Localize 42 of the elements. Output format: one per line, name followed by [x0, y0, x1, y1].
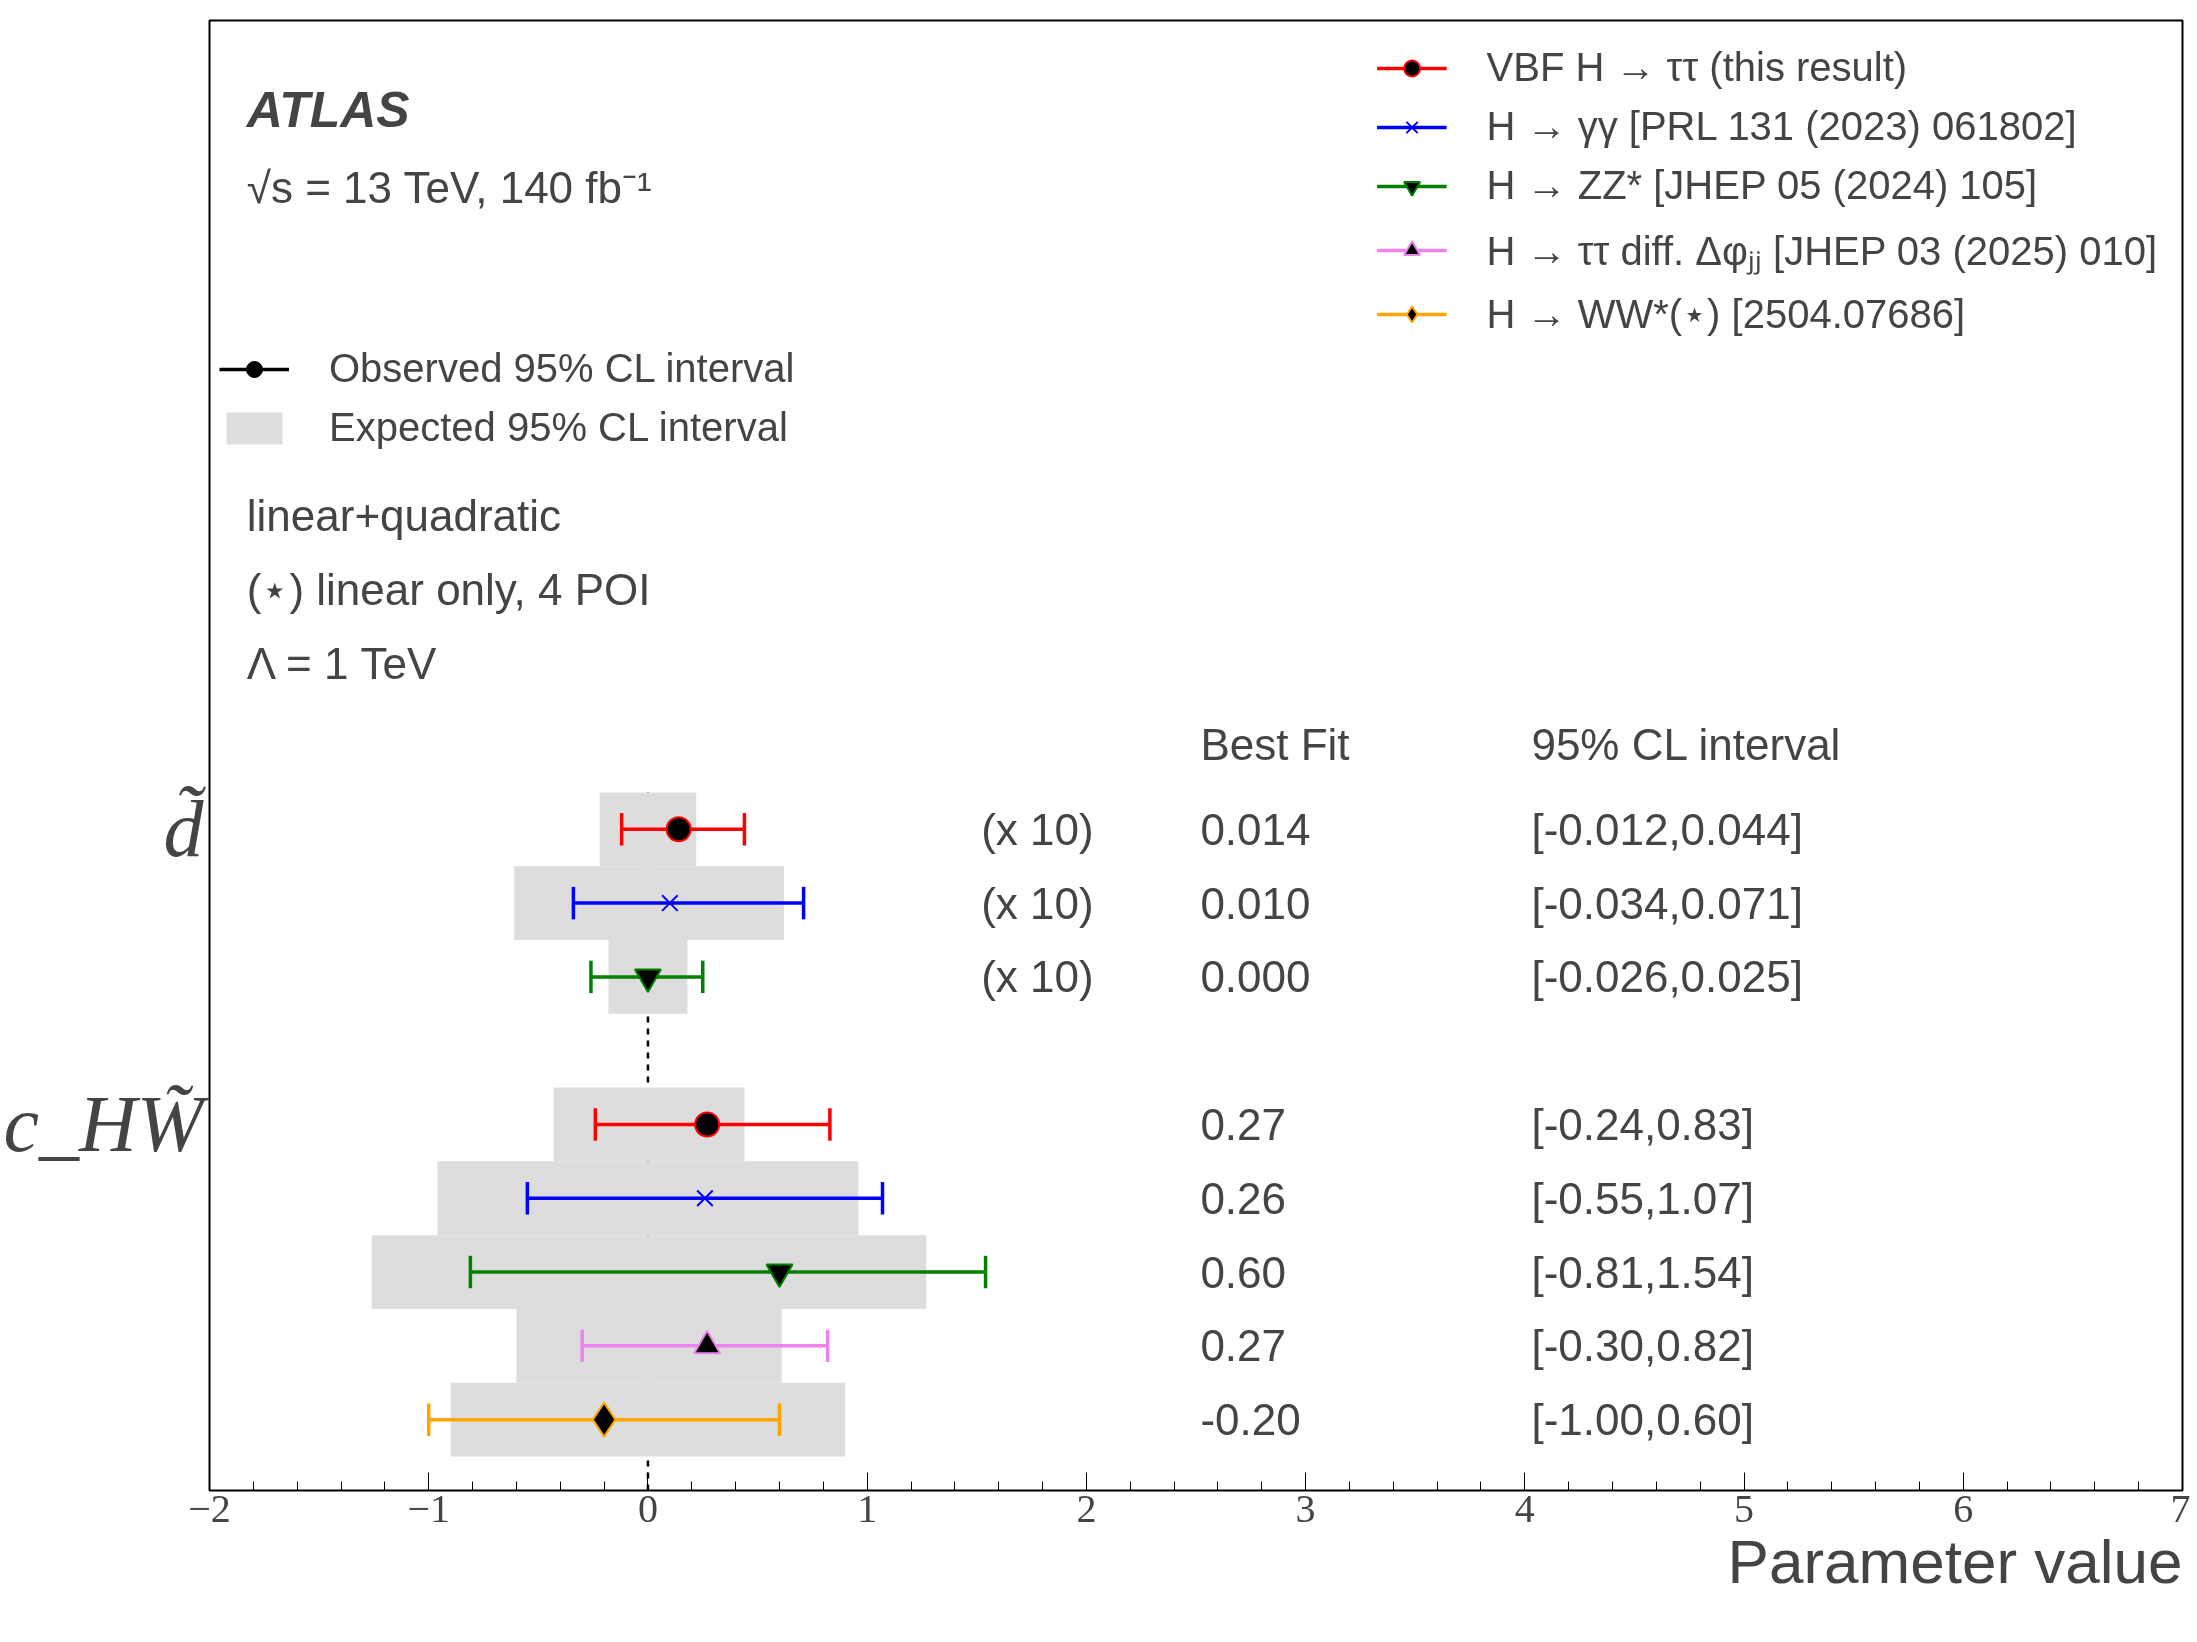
- annotation: 0.60: [1200, 1247, 1287, 1297]
- x-tick-label: −1: [407, 1485, 451, 1531]
- annotation: [-0.034,0.071]: [1531, 878, 1803, 928]
- annotation: 0.010: [1200, 878, 1311, 928]
- legend-label: VBF H → ττ (this result): [1486, 45, 1908, 90]
- annotation: [-0.012,0.044]: [1531, 804, 1803, 854]
- annotation: 0.000: [1200, 952, 1311, 1002]
- annotation: 0.014: [1200, 804, 1311, 854]
- x-tick-label: 2: [1076, 1485, 1097, 1531]
- x-tick-label: 1: [857, 1485, 878, 1531]
- annotation: (x 10): [981, 878, 1094, 928]
- y-tick-label: c_HW̃: [3, 1080, 210, 1169]
- annotation: [-1.00,0.60]: [1531, 1395, 1755, 1445]
- text: (⋆) linear only, 4 POI: [246, 564, 651, 614]
- annotation: 0.27: [1200, 1099, 1287, 1149]
- annotation: (x 10): [981, 952, 1094, 1002]
- annotation: 0.26: [1200, 1173, 1287, 1223]
- text: Λ = 1 TeV: [246, 638, 438, 688]
- legend-label: H → ZZ* [JHEP 05 (2024) 105]: [1486, 163, 2038, 208]
- annotation: [-0.24,0.83]: [1531, 1099, 1755, 1149]
- annotation: 0.27: [1200, 1321, 1287, 1371]
- y-tick-label: d̃: [163, 785, 207, 874]
- text: Observed 95% CL interval: [329, 346, 795, 391]
- text: linear+quadratic: [246, 491, 562, 541]
- annotation: [-0.55,1.07]: [1531, 1173, 1755, 1223]
- text: √s = 13 TeV, 140 fb⁻¹: [246, 162, 652, 212]
- annotation: -0.20: [1200, 1395, 1301, 1445]
- legend-label: H → γγ [PRL 131 (2023) 061802]: [1486, 104, 2077, 149]
- legend-label: H → ττ diff. Δφⱼⱼ [JHEP 03 (2025) 010]: [1486, 228, 2157, 277]
- x-tick-label: −2: [188, 1485, 231, 1531]
- annotation: [-0.026,0.025]: [1531, 952, 1803, 1002]
- legend-label: H → WW*(⋆) [2504.07686]: [1486, 291, 1966, 337]
- annotation: (x 10): [981, 804, 1094, 854]
- annotation: [-0.81,1.54]: [1531, 1247, 1755, 1297]
- text: 95% CL interval: [1531, 719, 1841, 769]
- x-tick-label: 3: [1295, 1485, 1316, 1531]
- x-tick-label: 4: [1514, 1485, 1535, 1531]
- x-tick-label: 0: [637, 1485, 658, 1531]
- annotation: [-0.30,0.82]: [1531, 1321, 1755, 1371]
- text: Best Fit: [1200, 719, 1350, 769]
- text: ATLAS: [244, 81, 410, 138]
- legend-label: Expected 95% CL interval: [329, 405, 788, 450]
